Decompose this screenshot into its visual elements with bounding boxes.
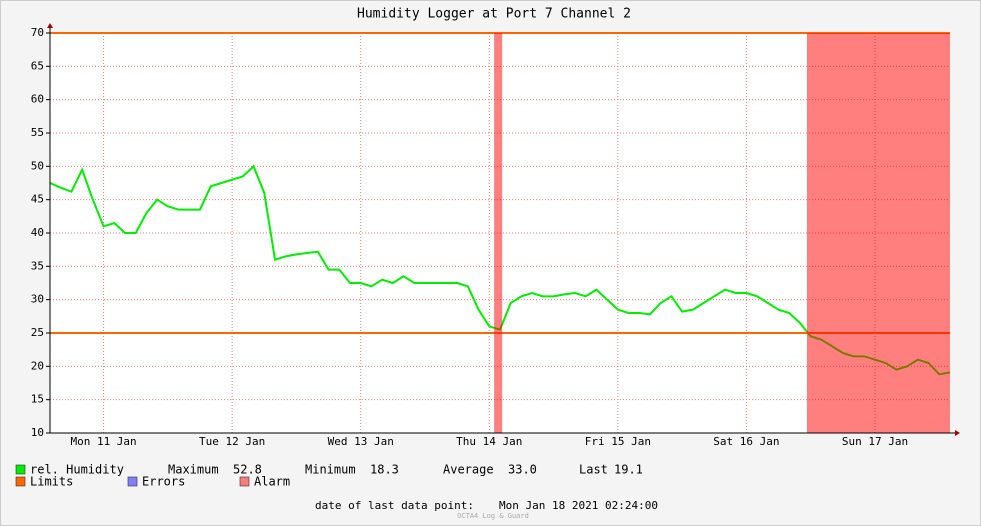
y-tick-label: 20 — [31, 359, 44, 372]
footer-date: Mon Jan 18 2021 02:24:00 — [499, 499, 658, 512]
x-tick-label: Mon 11 Jan — [70, 435, 136, 448]
legend-swatch — [127, 476, 138, 487]
legend-label: Limits — [30, 475, 73, 489]
x-tick-label: Sat 16 Jan — [713, 435, 779, 448]
stat-value: 52.8 — [233, 463, 262, 477]
y-tick-label: 30 — [31, 293, 44, 306]
x-tick-label: Sun 17 Jan — [842, 435, 908, 448]
stat-value: 33.0 — [508, 463, 537, 477]
y-tick-label: 40 — [31, 226, 44, 239]
x-tick-label: Thu 14 Jan — [456, 435, 522, 448]
alarm-span — [806, 33, 950, 433]
y-tick-label: 15 — [31, 393, 44, 406]
stat-label: Minimum — [305, 463, 356, 477]
watermark: OCTA4 Log & Guard — [457, 512, 529, 520]
stat-value: 18.3 — [370, 463, 399, 477]
legend-label: Errors — [142, 475, 185, 489]
y-tick-label: 70 — [31, 26, 44, 39]
stat-label: Average — [443, 463, 494, 477]
overlay — [494, 33, 950, 433]
x-arrow — [955, 430, 960, 436]
x-tick-label: Tue 12 Jan — [199, 435, 265, 448]
x-tick-label: Wed 13 Jan — [328, 435, 394, 448]
stat-label: Last — [579, 463, 608, 477]
legend-swatch — [15, 476, 26, 487]
y-tick-label: 50 — [31, 159, 44, 172]
y-tick-label: 45 — [31, 193, 44, 206]
stat-label: Maximum — [168, 463, 219, 477]
legend-label: rel. Humidity — [30, 463, 124, 477]
footer-label: date of last data point: — [315, 499, 474, 512]
y-tick-label: 10 — [31, 426, 44, 439]
legend-label: Alarm — [254, 475, 290, 489]
x-tick-label: Fri 15 Jan — [585, 435, 651, 448]
y-tick-label: 35 — [31, 259, 44, 272]
alarm-span — [494, 33, 503, 433]
chart-title: Humidity Logger at Port 7 Channel 2 — [357, 7, 631, 22]
y-tick-label: 55 — [31, 126, 44, 139]
y-arrow — [47, 23, 53, 28]
legend-swatch — [15, 464, 26, 475]
y-tick-label: 65 — [31, 59, 44, 72]
y-tick-label: 25 — [31, 326, 44, 339]
legend-swatch — [239, 476, 250, 487]
y-tick-label: 60 — [31, 93, 44, 106]
stat-value: 19.1 — [614, 463, 643, 477]
legend: rel. Humidity Maximum 52.8 Minimum 18.3 Avera… — [15, 463, 643, 489]
